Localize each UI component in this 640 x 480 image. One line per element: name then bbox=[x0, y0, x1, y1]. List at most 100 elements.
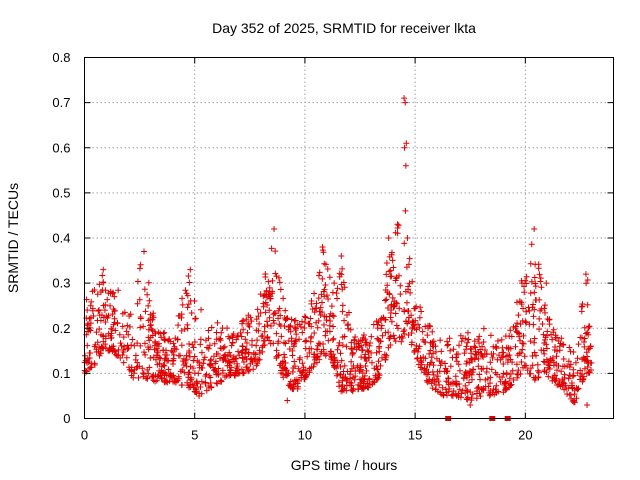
data-point bbox=[500, 370, 507, 377]
data-point bbox=[336, 339, 343, 346]
data-point bbox=[476, 340, 483, 347]
data-point bbox=[84, 322, 91, 329]
data-point bbox=[542, 309, 549, 316]
data-point bbox=[186, 384, 193, 391]
data-point bbox=[112, 327, 119, 334]
data-point bbox=[340, 279, 347, 286]
data-point bbox=[280, 295, 287, 302]
data-point bbox=[121, 309, 128, 316]
data-point bbox=[213, 379, 220, 386]
data-point bbox=[386, 291, 393, 298]
data-point bbox=[109, 348, 116, 355]
y-tick-label: 0.2 bbox=[52, 321, 70, 336]
data-point bbox=[383, 271, 390, 278]
data-point bbox=[473, 390, 480, 397]
data-point bbox=[544, 328, 551, 335]
y-tick-label: 0.1 bbox=[52, 366, 70, 381]
data-point bbox=[210, 364, 217, 371]
data-point bbox=[97, 317, 104, 324]
data-point bbox=[305, 320, 312, 327]
data-point bbox=[136, 363, 143, 370]
data-point bbox=[328, 356, 335, 363]
data-point bbox=[374, 325, 381, 332]
data-point bbox=[96, 307, 103, 314]
data-point bbox=[348, 386, 355, 393]
data-point bbox=[291, 358, 298, 365]
outlier-point bbox=[584, 401, 591, 408]
data-point bbox=[86, 315, 93, 322]
data-point bbox=[370, 321, 377, 328]
data-point bbox=[351, 336, 358, 343]
data-point bbox=[170, 352, 177, 359]
data-point bbox=[243, 339, 250, 346]
data-point bbox=[121, 343, 128, 350]
data-point bbox=[493, 343, 500, 350]
data-point bbox=[125, 331, 132, 338]
data-point bbox=[390, 264, 397, 271]
data-point bbox=[447, 347, 454, 354]
data-point bbox=[502, 386, 509, 393]
data-point bbox=[558, 368, 565, 375]
data-point bbox=[247, 314, 254, 321]
data-point bbox=[213, 350, 220, 357]
data-point bbox=[555, 381, 562, 388]
data-point bbox=[423, 377, 430, 384]
data-point bbox=[500, 353, 507, 360]
data-point bbox=[444, 368, 451, 375]
data-point bbox=[504, 352, 511, 359]
data-point bbox=[266, 284, 273, 291]
data-point bbox=[550, 329, 557, 336]
data-point bbox=[120, 334, 127, 341]
y-tick-label: 0.6 bbox=[52, 140, 70, 155]
data-point bbox=[363, 357, 370, 364]
data-point bbox=[435, 378, 442, 385]
data-point bbox=[312, 305, 319, 312]
y-tick-label: 0.4 bbox=[52, 231, 70, 246]
data-point bbox=[456, 367, 463, 374]
data-point bbox=[206, 360, 213, 367]
data-point bbox=[296, 356, 303, 363]
data-point bbox=[481, 350, 488, 357]
data-point bbox=[553, 367, 560, 374]
data-point bbox=[137, 314, 144, 321]
outlier-point bbox=[402, 99, 409, 106]
data-point bbox=[134, 300, 141, 307]
data-point bbox=[163, 347, 170, 354]
data-point bbox=[499, 349, 506, 356]
data-point bbox=[100, 302, 107, 309]
data-point bbox=[475, 355, 482, 362]
data-point bbox=[352, 333, 359, 340]
data-point bbox=[120, 347, 127, 354]
data-point bbox=[339, 265, 346, 272]
data-point bbox=[160, 369, 167, 376]
data-point bbox=[94, 291, 101, 298]
data-point bbox=[524, 367, 531, 374]
data-point bbox=[392, 310, 399, 317]
data-point bbox=[183, 352, 190, 359]
data-point bbox=[319, 275, 326, 282]
data-point bbox=[269, 288, 276, 295]
data-point bbox=[531, 289, 538, 296]
data-point bbox=[303, 337, 310, 344]
data-point bbox=[390, 332, 397, 339]
data-point bbox=[430, 371, 437, 378]
data-point bbox=[362, 362, 369, 369]
data-point bbox=[464, 329, 471, 336]
data-point bbox=[498, 336, 505, 343]
data-point bbox=[161, 337, 168, 344]
data-point bbox=[341, 362, 348, 369]
data-point bbox=[358, 347, 365, 354]
data-point bbox=[509, 367, 516, 374]
data-point bbox=[359, 370, 366, 377]
data-point bbox=[539, 320, 546, 327]
data-point bbox=[584, 277, 591, 284]
data-point bbox=[132, 352, 139, 359]
data-point bbox=[561, 386, 568, 393]
data-point bbox=[208, 356, 215, 363]
data-point bbox=[301, 324, 308, 331]
data-point bbox=[291, 377, 298, 384]
data-point bbox=[373, 376, 380, 383]
data-point bbox=[129, 336, 136, 343]
data-point bbox=[328, 348, 335, 355]
data-point bbox=[195, 370, 202, 377]
